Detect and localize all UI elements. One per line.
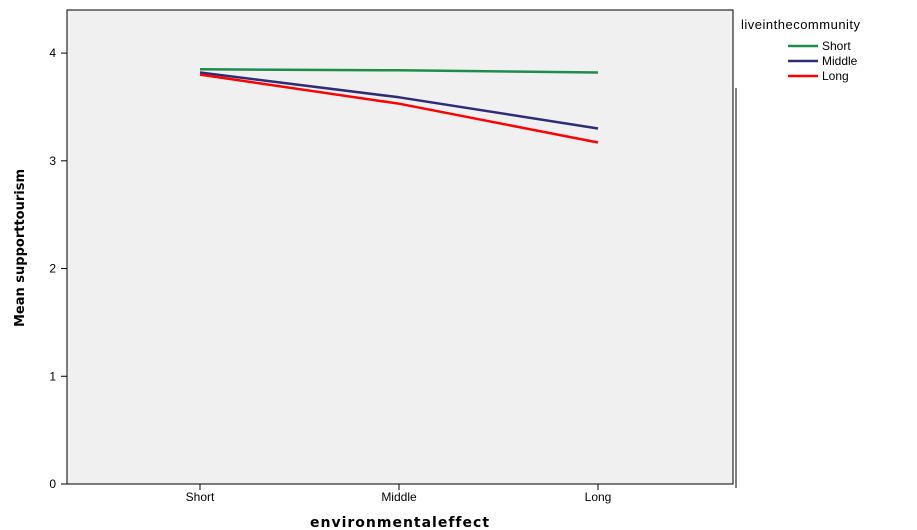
series-lines bbox=[199, 68, 599, 144]
series-line-middle bbox=[199, 71, 599, 130]
y-axis: 0 1 2 3 4 bbox=[49, 46, 67, 491]
legend-label-short: Short bbox=[822, 39, 851, 53]
series-line-short bbox=[199, 68, 599, 74]
legend-label-middle: Middle bbox=[822, 54, 858, 68]
x-axis-title: environmentaleffect bbox=[310, 515, 490, 530]
series-line-long bbox=[199, 73, 599, 144]
y-tick-label: 4 bbox=[49, 46, 56, 60]
y-tick-label: 3 bbox=[49, 154, 56, 168]
legend-label-long: Long bbox=[822, 69, 849, 83]
y-tick-label: 1 bbox=[49, 369, 56, 383]
y-axis-title: Mean supporttourism bbox=[13, 169, 28, 327]
x-tick-label: Middle bbox=[381, 490, 417, 504]
plot-area bbox=[66, 9, 734, 485]
y-tick-label: 2 bbox=[49, 262, 56, 276]
x-tick-label: Short bbox=[186, 490, 215, 504]
x-tick-label: Long bbox=[585, 490, 612, 504]
legend-title: liveinthecommunity bbox=[741, 17, 861, 32]
y-tick-label: 0 bbox=[49, 477, 56, 491]
x-axis: Short Middle Long bbox=[186, 484, 612, 504]
